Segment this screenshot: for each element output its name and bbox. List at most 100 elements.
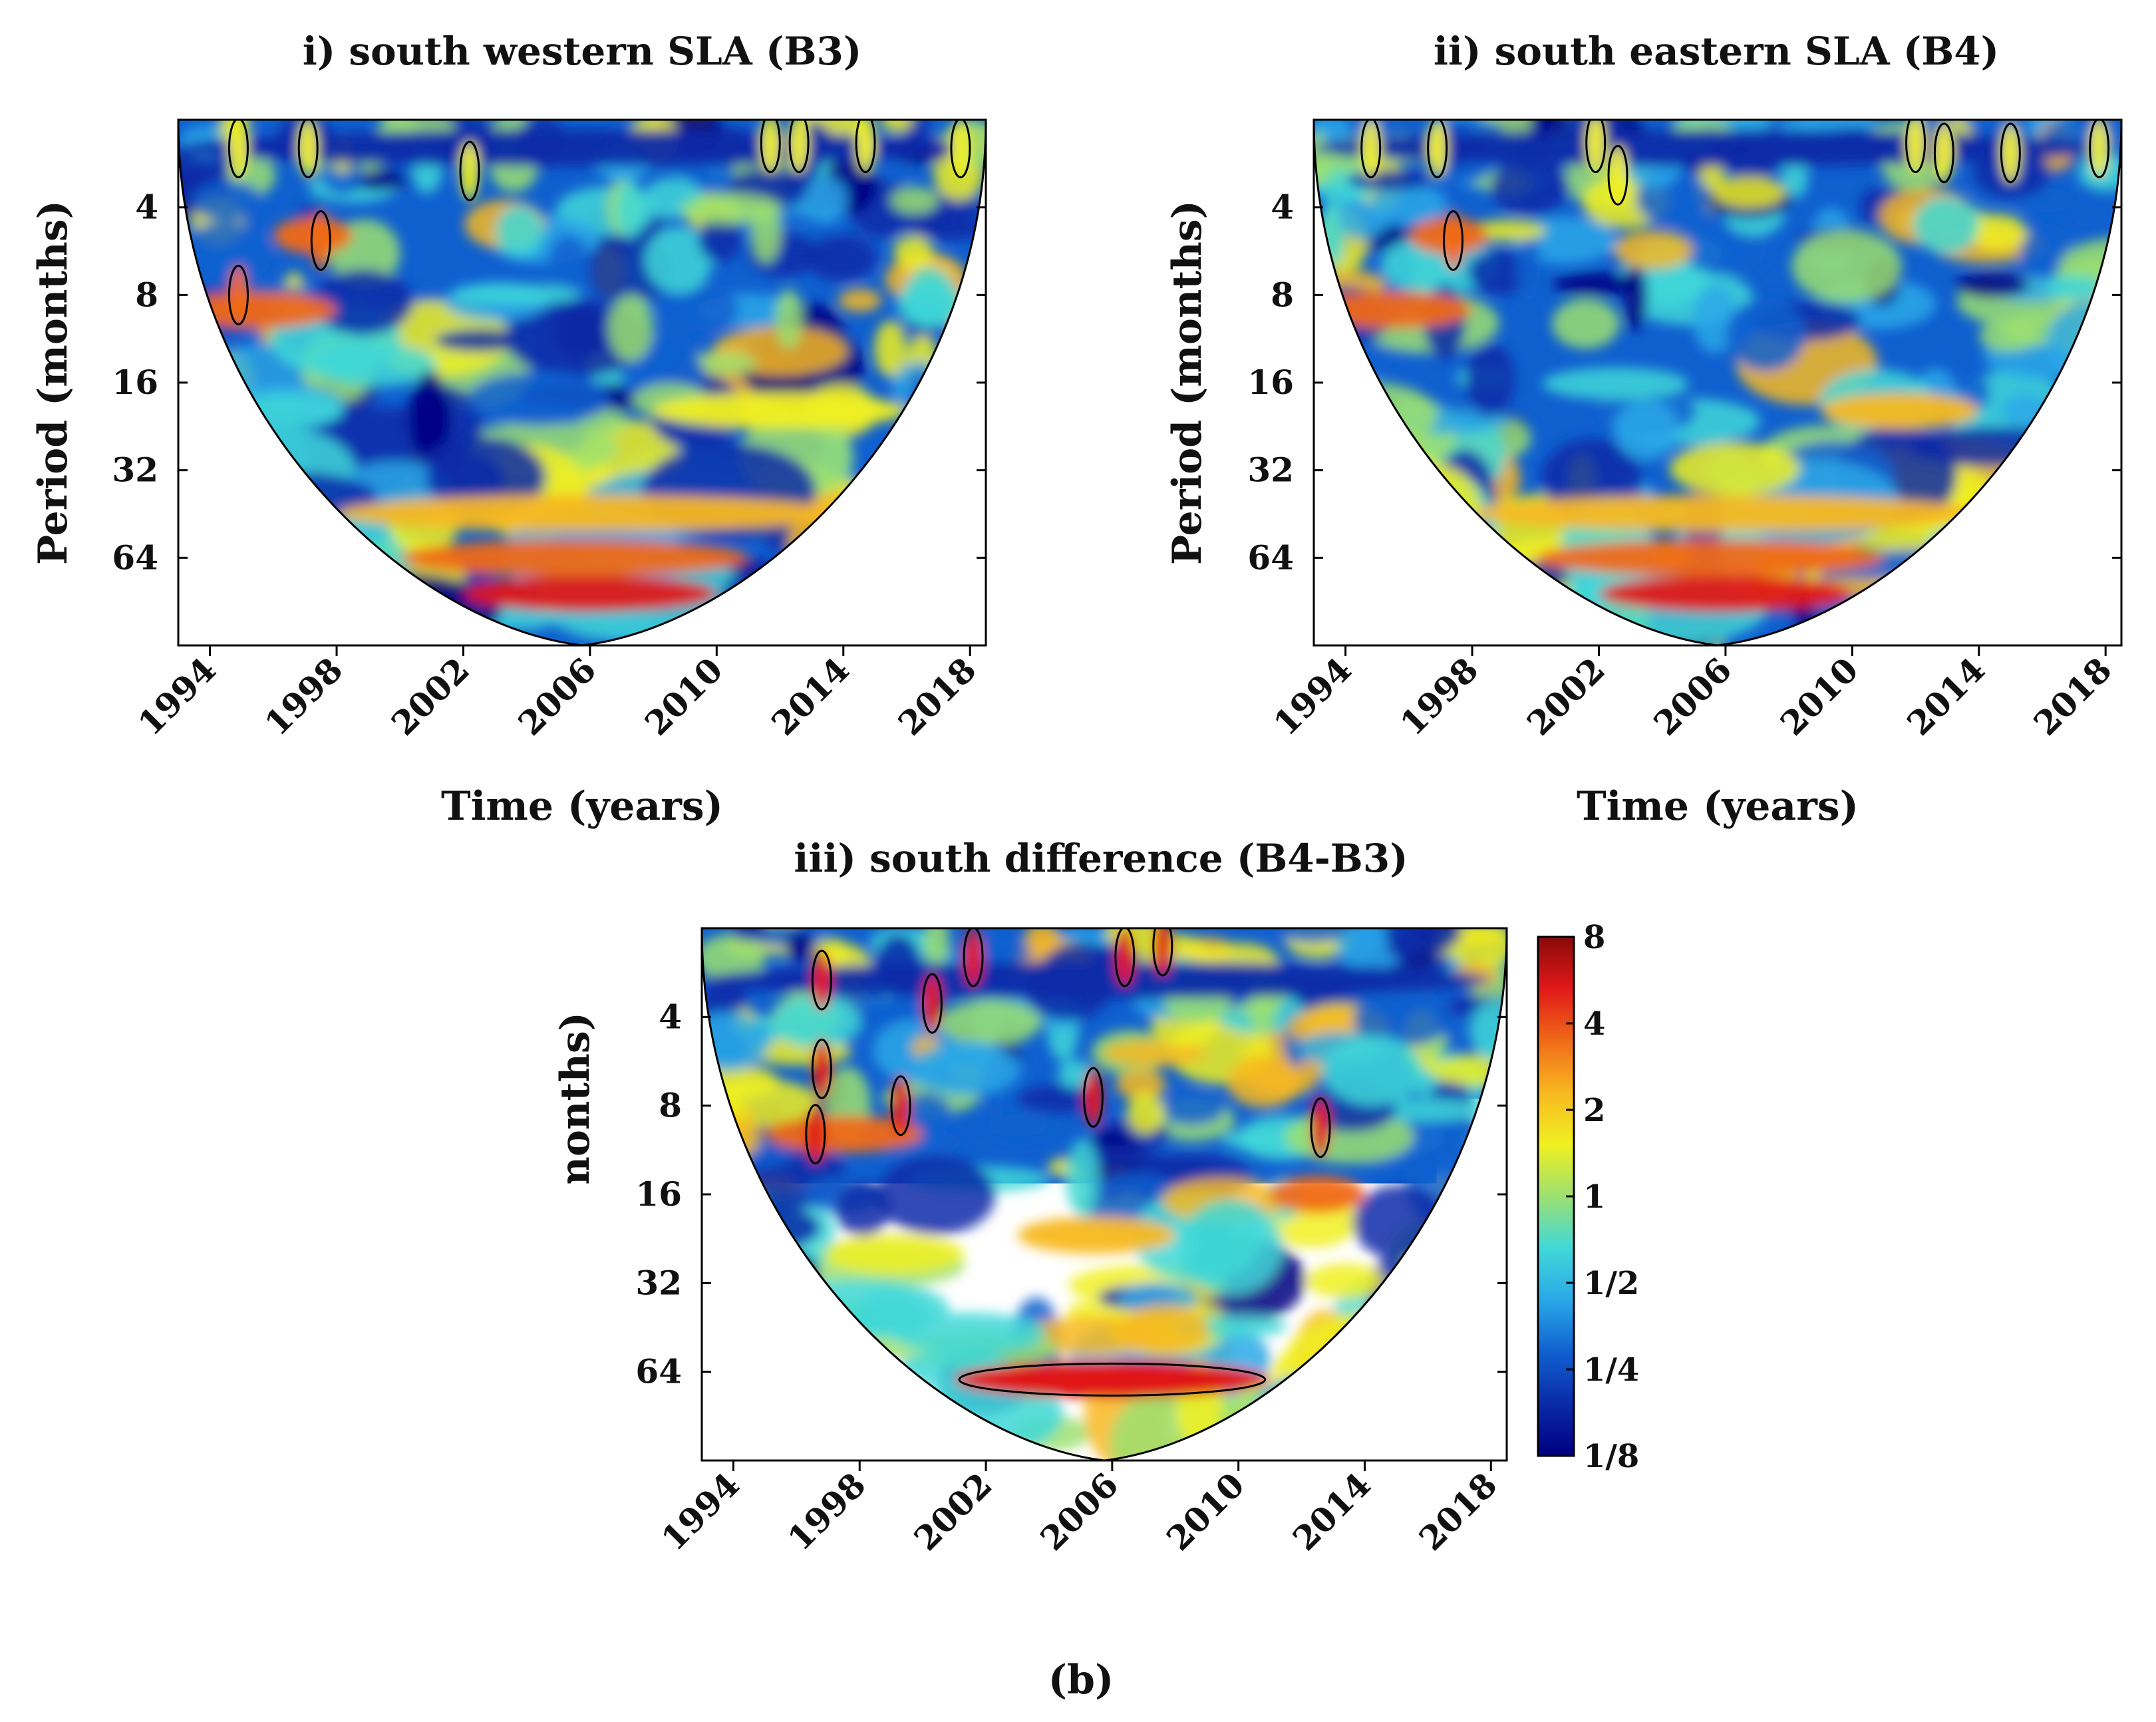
power-cell <box>950 939 1031 965</box>
y-tick-label: 32 <box>112 450 158 490</box>
power-band <box>178 130 970 166</box>
colorbar-tick-label: 1 <box>1583 1178 1605 1216</box>
power-cell <box>838 289 881 312</box>
power-band <box>1472 495 1979 532</box>
x-tick-label: 2006 <box>510 650 603 743</box>
power-cell <box>1613 230 1692 269</box>
power-cell <box>191 180 264 222</box>
power-band <box>653 393 907 429</box>
power-band <box>1535 540 1884 576</box>
power-cell <box>877 1155 996 1235</box>
y-tick-label: 8 <box>659 1086 682 1125</box>
x-tick-label: 1994 <box>130 650 224 743</box>
x-tick-label: 2006 <box>1646 650 1739 743</box>
power-cell <box>1322 1035 1423 1106</box>
power-cell <box>891 187 939 214</box>
power-cell <box>940 1000 1042 1045</box>
x-tick-label: 2014 <box>1899 650 1992 743</box>
power-cell <box>824 1234 965 1274</box>
y-tick-label: 4 <box>135 188 158 227</box>
x-axis-label: Time (years) <box>1577 783 1859 830</box>
x-tick-label: 2018 <box>891 650 984 743</box>
power-cell <box>1615 399 1679 461</box>
x-axis-label: Time (years) <box>441 783 723 830</box>
power-band <box>1018 1216 1175 1254</box>
y-tick-label: 32 <box>1247 450 1294 490</box>
x-tick-label: 2014 <box>764 650 857 743</box>
x-tick-label: 1998 <box>780 1465 873 1558</box>
x-tick-label: 2002 <box>1519 650 1613 743</box>
x-tick-label: 2006 <box>1032 1465 1126 1558</box>
power-cell <box>1119 1304 1209 1355</box>
colorbar-ticks: 8 4 2 1 1/2 1/4 1/8 <box>1566 919 1639 1475</box>
x-tick-label: 1994 <box>654 1465 747 1558</box>
power-cell <box>786 931 815 962</box>
power-cell <box>893 236 933 268</box>
power-cell <box>1913 196 1978 254</box>
power-cell <box>1158 1091 1225 1125</box>
y-axis-label: Period (months) <box>552 1012 599 1377</box>
x-tick-label: 2010 <box>1159 1465 1252 1558</box>
colorbar-tick-label: 1/4 <box>1583 1351 1639 1389</box>
power-cell <box>1713 177 1786 208</box>
y-tick-label: 8 <box>1271 275 1294 314</box>
power-heatmap <box>104 100 1078 698</box>
power-cell <box>496 205 543 258</box>
power-cell <box>1127 1091 1164 1134</box>
y-tick-label: 16 <box>635 1174 682 1214</box>
x-tick-label: 1998 <box>257 650 350 743</box>
power-cell <box>1543 367 1688 399</box>
power-band <box>400 540 748 576</box>
x-tick-label: 2018 <box>1412 1465 1505 1558</box>
x-tick-label: 1994 <box>1266 650 1359 743</box>
power-cell <box>1490 160 1570 216</box>
power-cell <box>1726 298 1806 371</box>
colorbar-tick-label: 1/8 <box>1583 1438 1639 1475</box>
y-tick-label: 16 <box>112 363 158 402</box>
x-tick-label: 2010 <box>637 650 730 743</box>
power-cell <box>1066 1139 1099 1216</box>
colorbar-tick-label: 4 <box>1583 1005 1605 1043</box>
power-cell <box>1791 230 1902 303</box>
y-axis-label: Period (months) <box>1164 200 1211 565</box>
x-tick-label: 2014 <box>1285 1465 1378 1558</box>
colorbar-tick-label: 8 <box>1583 919 1605 956</box>
power-band <box>1821 393 1979 429</box>
power-cell <box>468 371 611 426</box>
power-cell <box>1955 272 2028 298</box>
x-tick-label: 2002 <box>906 1465 999 1558</box>
colorbar-tick-label: 1/2 <box>1583 1265 1639 1302</box>
power-heatmap <box>1243 94 2156 687</box>
power-cell <box>452 284 581 305</box>
power-cell <box>1179 1200 1283 1294</box>
power-cell <box>609 294 653 361</box>
x-tick-label: 2002 <box>384 650 477 743</box>
power-cell <box>987 1115 1049 1136</box>
colorbar: 8 4 2 1 1/2 1/4 1/8 <box>1538 919 1639 1475</box>
power-cell <box>924 912 949 969</box>
power-band <box>463 576 716 612</box>
panel-title: ii) south eastern SLA (B4) <box>1434 29 1999 74</box>
y-tick-label: 16 <box>1247 363 1294 402</box>
power-cell <box>752 204 781 263</box>
x-tick-label: 2010 <box>1773 650 1866 743</box>
panel-title: i) south western SLA (B3) <box>303 29 862 74</box>
power-heatmap <box>615 902 1595 1516</box>
y-axis-label: Period (months) <box>30 200 77 565</box>
power-cell <box>1347 170 1432 191</box>
x-tick-label: 2018 <box>2026 650 2119 743</box>
x-axis: 1994 1998 2002 2006 2010 2014 2018 <box>130 645 984 743</box>
power-cell <box>804 176 847 223</box>
power-cell <box>655 287 739 331</box>
figure-label: (b) <box>1048 1657 1114 1703</box>
power-cell <box>1465 343 1515 415</box>
power-cell <box>434 329 527 352</box>
panel-title: iii) south difference (B4-B3) <box>794 836 1408 881</box>
power-cell <box>835 1182 891 1236</box>
power-cell <box>910 1043 1020 1096</box>
power-cell <box>685 1012 770 1071</box>
x-axis: 1994 1998 2002 2006 2010 2014 2018 <box>1266 645 2119 743</box>
y-tick-label: 64 <box>635 1352 682 1391</box>
power-cell <box>874 321 906 377</box>
power-cell <box>1384 902 1462 956</box>
